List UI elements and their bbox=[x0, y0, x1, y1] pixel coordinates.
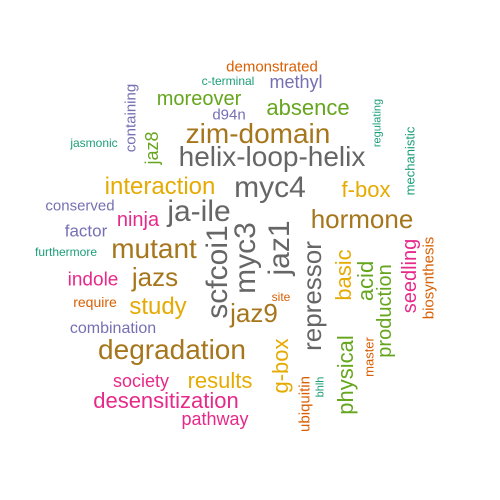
word: physical bbox=[333, 335, 358, 415]
word: basic bbox=[331, 249, 356, 301]
word: mechanistic bbox=[402, 126, 418, 196]
word: c-terminal bbox=[201, 74, 255, 88]
word: combination bbox=[69, 320, 157, 337]
word: interaction bbox=[104, 173, 216, 200]
word: society bbox=[112, 371, 170, 391]
word: f-box bbox=[341, 177, 391, 202]
word: require bbox=[73, 294, 117, 310]
word: conserved bbox=[45, 197, 115, 215]
word: bhlh bbox=[314, 376, 327, 398]
word: methyl bbox=[269, 72, 323, 92]
word: ubiquitin bbox=[296, 376, 314, 432]
word: helix-loop-helix bbox=[178, 141, 366, 172]
word: furthermore bbox=[34, 245, 98, 259]
word: master bbox=[361, 337, 377, 377]
word: moreover bbox=[156, 88, 242, 110]
word: jaz8 bbox=[142, 131, 162, 165]
word: g-box bbox=[268, 338, 293, 394]
word: seedling bbox=[399, 238, 421, 314]
word: regulating bbox=[371, 98, 384, 148]
word: biosynthesis bbox=[420, 236, 438, 320]
word: absence bbox=[266, 95, 350, 120]
word: ja-ile bbox=[167, 195, 231, 228]
word: indole bbox=[67, 269, 119, 291]
word: containing bbox=[122, 83, 140, 153]
word: myc3 bbox=[229, 222, 262, 294]
word: study bbox=[129, 293, 187, 320]
word: demonstrated bbox=[226, 58, 318, 76]
word: mutant bbox=[111, 233, 197, 264]
word: jasmonic bbox=[70, 136, 118, 150]
word: desensitization bbox=[93, 388, 239, 413]
word: jazs bbox=[131, 262, 179, 292]
word: repressor bbox=[297, 241, 327, 351]
word: jaz9 bbox=[230, 298, 278, 328]
word: pathway bbox=[181, 409, 249, 429]
word: zim-domain bbox=[185, 118, 331, 149]
word: jaz1 bbox=[263, 220, 296, 276]
word: degradation bbox=[98, 334, 246, 365]
word: results bbox=[187, 368, 253, 393]
word: d94n bbox=[212, 106, 246, 124]
word: factor bbox=[64, 221, 108, 241]
word: hormone bbox=[310, 204, 414, 234]
word: site bbox=[271, 290, 291, 304]
word: myc4 bbox=[234, 171, 306, 204]
word: ninja bbox=[116, 209, 160, 231]
word: production bbox=[374, 264, 396, 358]
